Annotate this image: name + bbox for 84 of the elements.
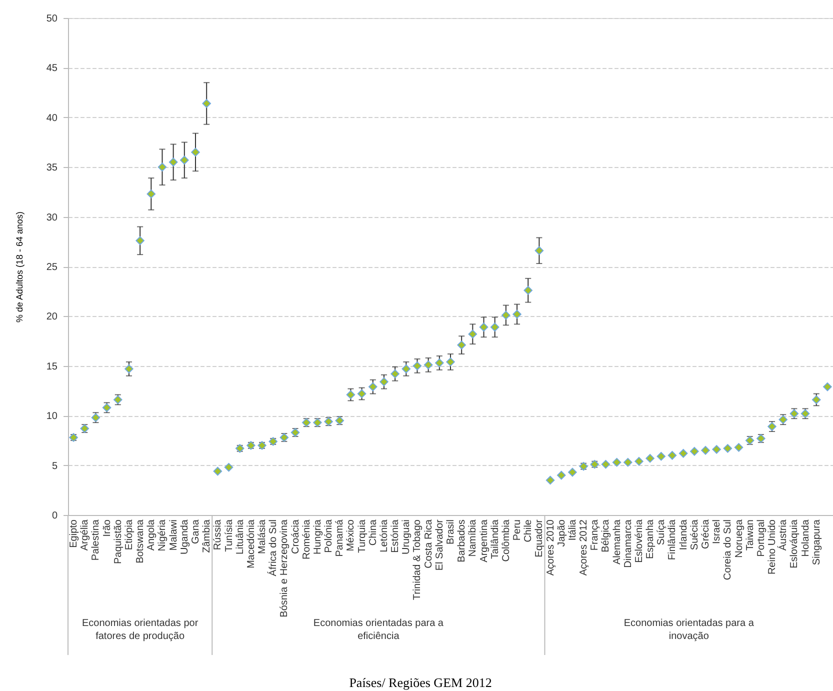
x-tick-label: Suécia bbox=[689, 519, 700, 550]
x-tick-label: Irlanda bbox=[678, 519, 690, 550]
x-tick-label: Brasil bbox=[446, 520, 456, 545]
x-tick-label: Itália bbox=[567, 519, 578, 541]
y-tick-label: 45 bbox=[46, 63, 58, 74]
x-tick-label: Noruega bbox=[734, 519, 745, 558]
x-tick-label: Bósnia e Herzegovina bbox=[279, 519, 290, 618]
x-tick-label: Eslovénia bbox=[634, 519, 645, 563]
y-tick-label: 5 bbox=[52, 460, 58, 472]
x-tick-label: Turquia bbox=[356, 519, 368, 554]
x-tick-label: Bélgica bbox=[600, 519, 612, 552]
x-tick-label: Trinidad & Tobago bbox=[412, 519, 424, 600]
y-tick-label: 25 bbox=[46, 262, 58, 273]
x-tick-label: Holanda bbox=[800, 519, 812, 557]
x-tick-label: Argélia bbox=[80, 519, 91, 551]
y-tick-label: 0 bbox=[52, 510, 58, 522]
x-tick-label: Gana bbox=[190, 519, 202, 544]
x-tick-label: Taiwan bbox=[744, 520, 756, 551]
x-tick-label: Equador bbox=[534, 518, 546, 558]
x-tick-label: Panamá bbox=[334, 519, 346, 557]
x-axis-title: Países/ Regiões GEM 2012 bbox=[349, 675, 492, 690]
x-tick-label: França bbox=[590, 519, 601, 551]
x-tick-label: Suíça bbox=[656, 519, 668, 546]
x-tick-label: Lituânia bbox=[234, 519, 246, 555]
x-tick-label: Chile bbox=[523, 519, 534, 542]
y-tick-label: 30 bbox=[46, 212, 58, 224]
x-tick-label: Reino Unido bbox=[767, 519, 778, 575]
x-tick-label: Eslováquia bbox=[789, 519, 800, 568]
x-tick-label: Polónia bbox=[324, 519, 335, 553]
x-tick-label: Dinamarca bbox=[622, 519, 634, 568]
x-tick-label: Áustria bbox=[777, 519, 790, 551]
x-tick-label: Coreia do Sul bbox=[722, 520, 734, 580]
x-tick-label: Argentina bbox=[478, 519, 490, 562]
x-tick-label: Israel bbox=[712, 520, 723, 544]
text: Economias orientadas por fatores de produção bbox=[82, 618, 199, 642]
x-tick-label: Estónia bbox=[390, 519, 402, 553]
x-tick-label: México bbox=[346, 519, 357, 552]
x-tick-label: Angola bbox=[146, 519, 158, 551]
x-tick-label: Botswana bbox=[135, 519, 146, 564]
x-tick-label: Irão bbox=[102, 519, 113, 537]
x-tick-label: Malásia bbox=[257, 519, 268, 554]
x-tick-label: Uruguai bbox=[401, 520, 412, 555]
x-tick-label: Letónia bbox=[378, 519, 390, 552]
x-tick-label: Grécia bbox=[700, 519, 712, 549]
x-tick-label: Uganda bbox=[179, 519, 190, 555]
x-tick-label: África do Sul bbox=[267, 520, 280, 576]
x-tick-label: Rússia bbox=[212, 519, 224, 550]
y-tick-label: 10 bbox=[46, 411, 58, 422]
x-tick-label: Açores 2012 bbox=[578, 519, 590, 576]
y-axis-title: % de Adultos (18 - 64 anos) bbox=[14, 211, 24, 323]
y-tick-label: 50 bbox=[46, 14, 58, 24]
x-tick-label: Zâmbia bbox=[202, 519, 213, 553]
x-tick-label: Malawi bbox=[168, 520, 180, 551]
y-tick-label: 20 bbox=[46, 312, 58, 323]
x-tick-label: Japão bbox=[556, 519, 568, 547]
x-tick-label: Portugal bbox=[756, 520, 767, 557]
x-tick-label: Palestina bbox=[90, 519, 102, 561]
x-tick-label: Alemanha bbox=[612, 519, 623, 565]
x-tick-label: Costa Rica bbox=[423, 519, 434, 568]
y-tick-label: 40 bbox=[46, 112, 58, 124]
x-tick-label: Colômbia bbox=[500, 519, 512, 562]
x-tick-label: Paquistão bbox=[112, 519, 124, 564]
x-tick-label: Barbados bbox=[456, 520, 468, 562]
text: Economias orientadas para a inovação bbox=[624, 618, 754, 642]
x-tick-label: Etiópia bbox=[124, 519, 135, 550]
x-tick-label: El Salvador bbox=[434, 518, 446, 571]
x-tick-label: Namíbia bbox=[468, 519, 479, 557]
x-tick-label: China bbox=[368, 519, 379, 546]
x-tick-label: Egipto bbox=[68, 519, 80, 548]
x-tick-label: Açores 2010 bbox=[545, 519, 556, 576]
x-tick-label: Nigéria bbox=[157, 519, 168, 552]
x-tick-label: Hungria bbox=[312, 519, 324, 555]
x-tick-label: Macedónia bbox=[246, 519, 257, 568]
x-tick-label: Roménia bbox=[301, 519, 312, 560]
x-tick-label: Tailândia bbox=[490, 519, 501, 559]
text: Economias orientadas para a eficiência bbox=[313, 618, 444, 642]
y-tick-label: 35 bbox=[46, 162, 58, 174]
x-tick-label: Croácia bbox=[290, 519, 302, 554]
x-tick-label: Finlândia bbox=[667, 519, 678, 560]
x-tick-label: Espanha bbox=[645, 519, 656, 559]
x-tick-label: Tunísia bbox=[224, 519, 235, 552]
y-tick-label: 15 bbox=[46, 361, 58, 372]
x-tick-label: Singapura bbox=[811, 519, 822, 566]
x-tick-label: Peru bbox=[512, 520, 524, 541]
